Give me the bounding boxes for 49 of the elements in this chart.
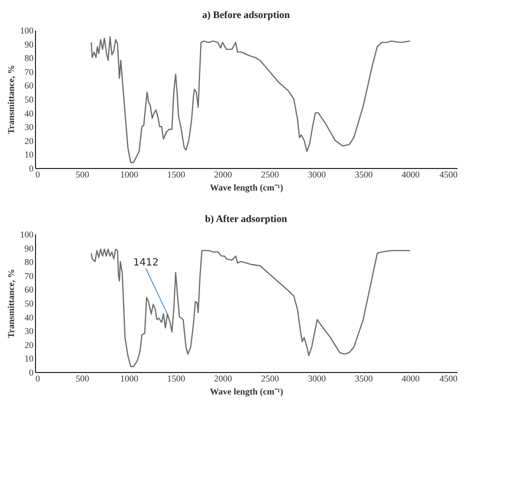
chart-title: a) Before adsorption (202, 10, 290, 21)
y-tick-label: 80 (24, 257, 34, 268)
x-tick-label: 3000 (308, 170, 326, 180)
y-tick-label: 100 (20, 26, 34, 36)
x-tick-label: 4500 (440, 170, 458, 180)
x-tick-label: 2500 (260, 170, 280, 180)
y-tick-label: 70 (24, 270, 34, 281)
annotation: 1412 (133, 258, 159, 268)
y-tick-label: 40 (24, 108, 34, 118)
x-tick-label: 0 (36, 374, 40, 384)
y-axis-title: Transmittance, % (6, 64, 16, 134)
y-tick-label: 20 (24, 340, 34, 350)
x-tick-label: 2500 (260, 374, 280, 384)
y-tick-label: 80 (24, 53, 34, 64)
x-tick-label: 3500 (354, 170, 374, 180)
y-tick-label: 50 (24, 94, 34, 104)
y-tick-label: 20 (24, 136, 34, 146)
x-tick-label: 2000 (214, 374, 233, 384)
x-tick-label: 3500 (354, 374, 374, 384)
y-tick-label: 100 (20, 230, 34, 240)
y-tick-label: 30 (24, 122, 34, 132)
line-series (90, 248, 411, 368)
x-axis-title: Wave length (cm⁻¹) (210, 386, 284, 396)
x-tick-label: 1500 (167, 170, 186, 180)
y-tick-label: 60 (24, 80, 34, 91)
x-tick-label: 1000 (120, 170, 139, 180)
x-tick-label: 1500 (167, 374, 186, 384)
y-tick-label: 30 (24, 326, 34, 336)
y-tick-label: 10 (24, 354, 34, 364)
x-tick-label: 4000 (402, 170, 420, 180)
x-tick-label: 1000 (120, 374, 139, 384)
y-tick-label: 90 (24, 39, 34, 50)
line-series (90, 36, 411, 164)
x-tick-label: 3000 (308, 374, 326, 384)
y-tick-label: 70 (24, 66, 34, 77)
chart-title: b) After adsorption (204, 214, 288, 225)
x-tick-label: 500 (76, 374, 90, 384)
x-tick-label: 0 (36, 170, 40, 180)
x-tick-label: 4500 (440, 374, 458, 384)
y-tick-label: 60 (24, 284, 34, 295)
x-tick-label: 2000 (214, 170, 233, 180)
y-tick-label: 90 (24, 243, 34, 254)
y-tick-label: 50 (24, 298, 34, 308)
y-tick-label: 40 (24, 312, 34, 322)
x-tick-label: 500 (76, 170, 90, 180)
y-tick-label: 10 (24, 150, 34, 160)
x-axis-title: Wave length (cm⁻¹) (210, 182, 284, 192)
y-axis-title: Transmittance, % (6, 268, 16, 338)
x-tick-label: 4000 (402, 374, 420, 384)
